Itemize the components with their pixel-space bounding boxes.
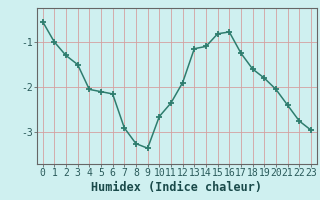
X-axis label: Humidex (Indice chaleur): Humidex (Indice chaleur) xyxy=(91,181,262,194)
